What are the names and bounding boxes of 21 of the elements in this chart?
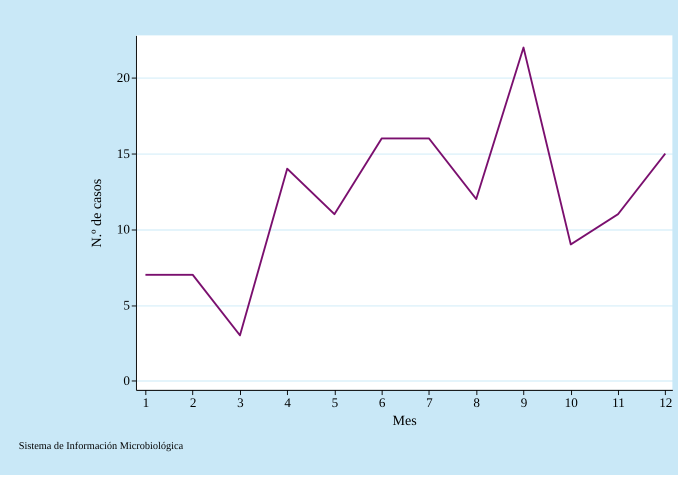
y-tick-label: 10 xyxy=(116,222,130,237)
y-tick-label: 20 xyxy=(116,70,130,86)
y-tick-label: 5 xyxy=(123,297,130,312)
x-tick-label: 4 xyxy=(284,395,292,410)
x-tick-label: 5 xyxy=(332,395,339,410)
x-axis-title: Mes xyxy=(392,413,417,430)
y-axis-title: N.º de casos xyxy=(88,178,105,248)
x-tick-label: 12 xyxy=(659,395,672,410)
x-tick-label: 6 xyxy=(378,395,386,410)
x-tick-label: 7 xyxy=(426,395,434,410)
x-tick-label: 3 xyxy=(237,395,244,410)
x-tick-label: 10 xyxy=(564,395,578,410)
text: Sistema de Información Microbiológica xyxy=(18,440,184,452)
x-tick-label: 1 xyxy=(142,395,150,410)
y-tick-label: 15 xyxy=(116,146,130,161)
y-tick-label: 0 xyxy=(123,373,130,388)
x-tick-label: 11 xyxy=(612,395,625,410)
x-tick-label: 9 xyxy=(520,395,528,410)
x-tick-label: 2 xyxy=(190,395,196,410)
line-series xyxy=(144,46,666,336)
x-tick-label: 8 xyxy=(473,395,480,410)
